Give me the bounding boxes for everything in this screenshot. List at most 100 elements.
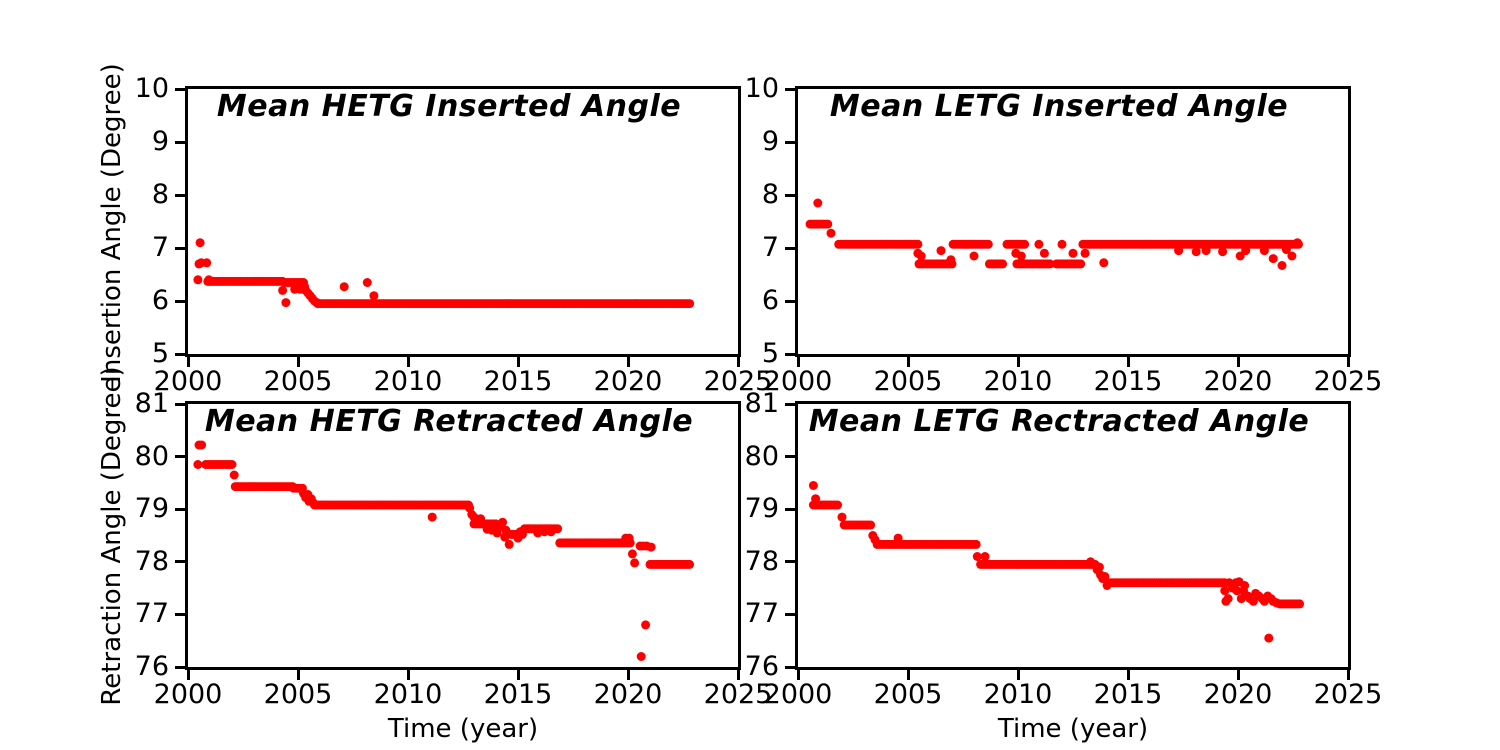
x-tick-label: 2015 — [1093, 366, 1163, 397]
y-tick-label: 81 — [744, 388, 779, 419]
x-tick-mark — [796, 357, 800, 367]
y-tick-mark — [785, 352, 795, 356]
y-tick-label: 80 — [744, 440, 779, 472]
y-tick-label: 10 — [744, 73, 779, 104]
x-tick-mark — [626, 357, 630, 367]
x-tick-label: 2005 — [873, 366, 943, 397]
y-tick-label: 78 — [744, 545, 779, 577]
y-tick-label: 78 — [134, 545, 169, 577]
x-tick-label: 2010 — [983, 366, 1053, 397]
x-tick-mark — [736, 357, 740, 367]
y-tick-mark — [785, 87, 795, 91]
x-tick-label: 2020 — [1203, 679, 1273, 710]
y-tick-mark — [175, 140, 185, 144]
x-tick-label: 2020 — [1203, 366, 1273, 397]
y-tick-label: 6 — [761, 285, 779, 316]
y-tick-mark — [785, 560, 795, 564]
x-tick-mark — [1346, 357, 1350, 367]
y-tick-mark — [175, 507, 185, 511]
scatter-points-letg-inserted — [805, 198, 1303, 270]
x-tick-mark — [906, 357, 910, 367]
x-axis-label-time-right: Time (year) — [997, 714, 1149, 744]
x-tick-mark — [516, 357, 520, 367]
y-tick-label: 8 — [151, 179, 169, 210]
x-tick-mark — [516, 670, 520, 680]
x-tick-label: 2000 — [763, 366, 833, 397]
x-tick-label: 2025 — [1313, 679, 1383, 710]
y-tick-label: 10 — [134, 73, 169, 104]
x-tick-label: 2015 — [483, 366, 553, 397]
y-tick-label: 8 — [761, 179, 779, 210]
x-tick-mark — [906, 670, 910, 680]
y-tick-mark — [175, 193, 185, 197]
x-tick-label: 2005 — [873, 679, 943, 710]
y-tick-label: 80 — [134, 440, 169, 472]
x-tick-mark — [626, 670, 630, 680]
x-tick-mark — [186, 357, 190, 367]
x-tick-label: 2015 — [483, 679, 553, 710]
x-tick-label: 2005 — [263, 366, 333, 397]
y-tick-mark — [175, 455, 185, 459]
x-tick-mark — [1016, 357, 1020, 367]
y-tick-mark — [175, 560, 185, 564]
y-tick-mark — [785, 193, 795, 197]
x-tick-label: 2025 — [703, 366, 773, 397]
scatter-points-hetg-retracted — [193, 440, 695, 661]
x-tick-label: 2010 — [983, 679, 1053, 710]
x-tick-label: 2000 — [763, 679, 833, 710]
y-tick-mark — [175, 246, 185, 250]
x-tick-mark — [736, 670, 740, 680]
y-tick-mark — [785, 140, 795, 144]
y-tick-mark — [175, 299, 185, 303]
x-tick-mark — [1016, 670, 1020, 680]
y-tick-mark — [785, 246, 795, 250]
y-tick-mark — [785, 612, 795, 616]
x-tick-mark — [406, 670, 410, 680]
x-tick-label: 2000 — [153, 679, 223, 710]
y-tick-label: 7 — [151, 232, 169, 263]
y-tick-mark — [175, 402, 185, 406]
x-tick-mark — [296, 670, 300, 680]
y-tick-label: 5 — [151, 338, 169, 369]
x-tick-mark — [796, 670, 800, 680]
y-tick-mark — [785, 402, 795, 406]
x-tick-label: 2020 — [593, 366, 663, 397]
panel-letg-retracted: Mean LETG Rectracted Angle — [795, 401, 1351, 670]
x-tick-mark — [1236, 670, 1240, 680]
y-tick-mark — [785, 665, 795, 669]
y-tick-label: 9 — [761, 126, 779, 157]
panel-hetg-retracted: Mean HETG Retracted Angle — [185, 401, 741, 670]
x-tick-mark — [406, 357, 410, 367]
y-tick-label: 76 — [744, 651, 779, 682]
x-tick-mark — [1126, 670, 1130, 680]
panel-title-hetg-retracted: Mean HETG Retracted Angle — [204, 404, 694, 439]
x-tick-label: 2000 — [153, 366, 223, 397]
x-tick-label: 2005 — [263, 679, 333, 710]
scatter-points-hetg-inserted — [193, 238, 695, 309]
x-tick-mark — [1236, 357, 1240, 367]
x-tick-mark — [1346, 670, 1350, 680]
y-tick-label: 5 — [761, 338, 779, 369]
y-tick-label: 81 — [134, 388, 169, 419]
x-tick-mark — [296, 357, 300, 367]
y-tick-mark — [175, 665, 185, 669]
y-tick-label: 7 — [761, 232, 779, 263]
x-tick-label: 2010 — [373, 679, 443, 710]
panel-title-hetg-inserted: Mean HETG Inserted Angle — [216, 89, 682, 124]
y-tick-label: 79 — [744, 493, 779, 525]
y-tick-mark — [785, 299, 795, 303]
y-tick-label: 76 — [134, 651, 169, 682]
panel-hetg-inserted: Mean HETG Inserted Angle — [185, 86, 741, 357]
x-tick-label: 2020 — [593, 679, 663, 710]
y-tick-label: 77 — [744, 598, 779, 630]
x-tick-label: 2015 — [1093, 679, 1163, 710]
y-tick-mark — [175, 87, 185, 91]
panel-title-letg-inserted: Mean LETG Inserted Angle — [829, 89, 1289, 124]
y-tick-mark — [175, 352, 185, 356]
y-tick-label: 77 — [134, 598, 169, 630]
y-tick-label: 79 — [134, 493, 169, 525]
x-tick-mark — [186, 670, 190, 680]
y-tick-mark — [175, 612, 185, 616]
x-tick-mark — [1126, 357, 1130, 367]
